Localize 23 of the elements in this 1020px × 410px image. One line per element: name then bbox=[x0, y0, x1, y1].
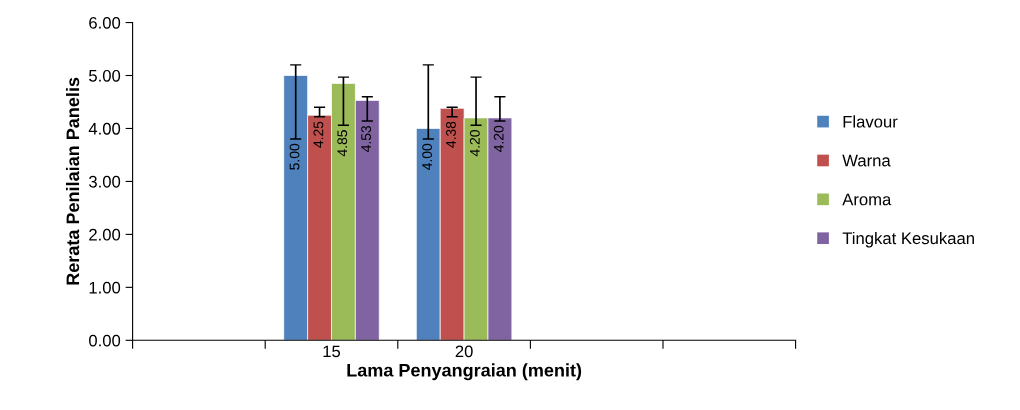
x-tick-label: 20 bbox=[455, 345, 473, 358]
data-label: 4.00 bbox=[422, 143, 433, 171]
y-tick-label: 5.00 bbox=[89, 69, 121, 82]
x-tick-label: 15 bbox=[323, 345, 341, 358]
x-axis-title: Lama Penyangraian (menit) bbox=[347, 363, 582, 381]
y-tick-label: 4.00 bbox=[88, 122, 121, 135]
y-tick-label: 2.00 bbox=[89, 228, 121, 241]
y-tick-label: 1.00 bbox=[89, 281, 121, 294]
legend-label: Aroma bbox=[842, 193, 892, 206]
data-label: 4.20 bbox=[493, 125, 504, 152]
data-label: 4.25 bbox=[313, 121, 324, 148]
legend-label: Warna bbox=[842, 154, 891, 167]
y-tick-label: 6.00 bbox=[89, 16, 121, 29]
y-tick-label: 3.00 bbox=[88, 175, 121, 188]
legend-label: Flavour bbox=[843, 115, 898, 128]
legend-label: Tingkat Kesukaan bbox=[842, 231, 974, 248]
y-tick-label: 0.00 bbox=[89, 334, 121, 347]
data-label: 4.20 bbox=[469, 130, 480, 157]
data-label: 4.53 bbox=[361, 125, 372, 152]
y-axis-title: Rerata Penilaian Panelis bbox=[65, 77, 80, 285]
data-label: 4.38 bbox=[446, 121, 456, 148]
data-label: 5.00 bbox=[289, 143, 300, 170]
data-label: 4.85 bbox=[337, 130, 348, 157]
